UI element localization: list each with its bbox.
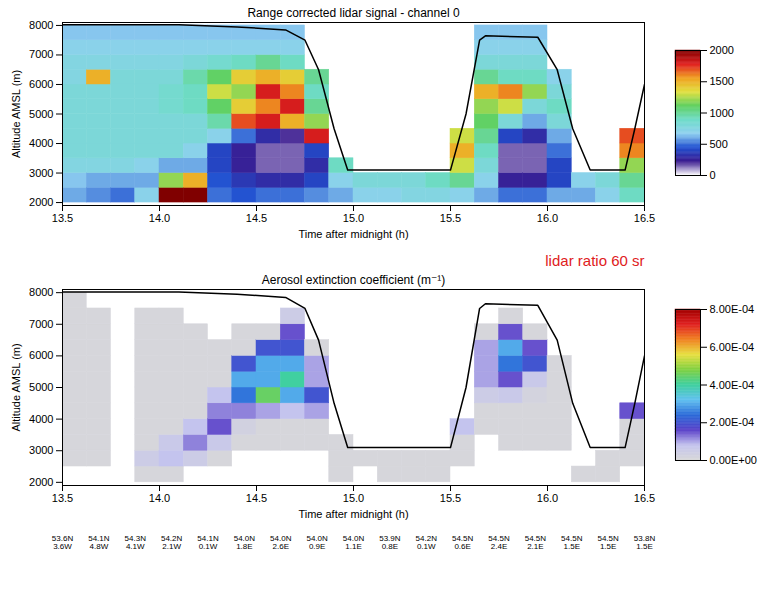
svg-text:54.2N0.1W: 54.2N0.1W [416,534,438,551]
svg-text:0.00E+00: 0.00E+00 [710,454,757,466]
svg-text:14.0: 14.0 [149,212,170,224]
svg-text:54.1N0.1W: 54.1N0.1W [197,534,219,551]
svg-text:15.0: 15.0 [343,492,364,504]
svg-text:Range corrected lidar signal -: Range corrected lidar signal - channel 0 [247,6,459,20]
svg-text:54.0N2.6E: 54.0N2.6E [270,534,292,551]
svg-text:16.5: 16.5 [634,212,655,224]
svg-text:2000: 2000 [710,44,734,56]
svg-text:Aerosol extinction coefficient: Aerosol extinction coefficient (m⁻¹) [262,273,446,287]
svg-text:lidar ratio 60 sr: lidar ratio 60 sr [545,252,644,269]
svg-text:53.6N3.6W: 53.6N3.6W [52,534,74,551]
svg-text:13.5: 13.5 [52,212,73,224]
svg-text:54.3N4.1W: 54.3N4.1W [125,534,147,551]
svg-text:2.00E-04: 2.00E-04 [710,416,755,428]
svg-text:500: 500 [710,138,728,150]
svg-text:54.2N2.1W: 54.2N2.1W [161,534,183,551]
svg-text:7000: 7000 [29,48,53,60]
svg-text:54.5N2.4E: 54.5N2.4E [488,534,510,551]
svg-text:15.5: 15.5 [440,212,461,224]
svg-text:8.00E-04: 8.00E-04 [710,303,755,315]
svg-text:54.5N0.6E: 54.5N0.6E [452,534,474,551]
svg-text:54.5N1.5E: 54.5N1.5E [597,534,619,551]
svg-text:4.00E-04: 4.00E-04 [710,379,755,391]
svg-text:16.0: 16.0 [537,492,558,504]
svg-text:5000: 5000 [29,381,53,393]
svg-text:3000: 3000 [29,444,53,456]
svg-text:5000: 5000 [29,108,53,120]
svg-text:Altitude AMSL (m): Altitude AMSL (m) [10,343,22,431]
svg-text:Time after midnight (h): Time after midnight (h) [298,508,408,520]
svg-text:54.0N1.1E: 54.0N1.1E [343,534,365,551]
svg-text:0: 0 [710,169,716,181]
svg-text:4000: 4000 [29,137,53,149]
svg-text:14.5: 14.5 [246,492,267,504]
svg-text:15.0: 15.0 [343,212,364,224]
svg-text:8000: 8000 [29,19,53,31]
svg-text:53.8N1.5E: 53.8N1.5E [634,534,656,551]
svg-text:6000: 6000 [29,349,53,361]
svg-text:4000: 4000 [29,413,53,425]
svg-text:54.1N4.8W: 54.1N4.8W [88,534,110,551]
svg-text:15.5: 15.5 [440,492,461,504]
svg-text:7000: 7000 [29,318,53,330]
svg-text:2000: 2000 [29,476,53,488]
svg-text:14.5: 14.5 [246,212,267,224]
svg-text:54.5N1.5E: 54.5N1.5E [561,534,583,551]
svg-text:8000: 8000 [29,286,53,298]
svg-text:16.0: 16.0 [537,212,558,224]
svg-text:16.5: 16.5 [634,492,655,504]
svg-text:53.9N0.8E: 53.9N0.8E [379,534,401,551]
svg-text:1000: 1000 [710,107,734,119]
svg-text:54.0N1.8E: 54.0N1.8E [234,534,256,551]
svg-text:Altitude AMSL (m): Altitude AMSL (m) [10,70,22,158]
svg-text:14.0: 14.0 [149,492,170,504]
svg-text:1500: 1500 [710,75,734,87]
svg-text:6000: 6000 [29,78,53,90]
svg-text:Time after midnight (h): Time after midnight (h) [298,228,408,240]
svg-text:54.0N0.9E: 54.0N0.9E [306,534,328,551]
svg-text:54.5N2.1E: 54.5N2.1E [525,534,547,551]
svg-text:2000: 2000 [29,196,53,208]
svg-text:13.5: 13.5 [52,492,73,504]
svg-text:6.00E-04: 6.00E-04 [710,341,755,353]
svg-text:3000: 3000 [29,167,53,179]
